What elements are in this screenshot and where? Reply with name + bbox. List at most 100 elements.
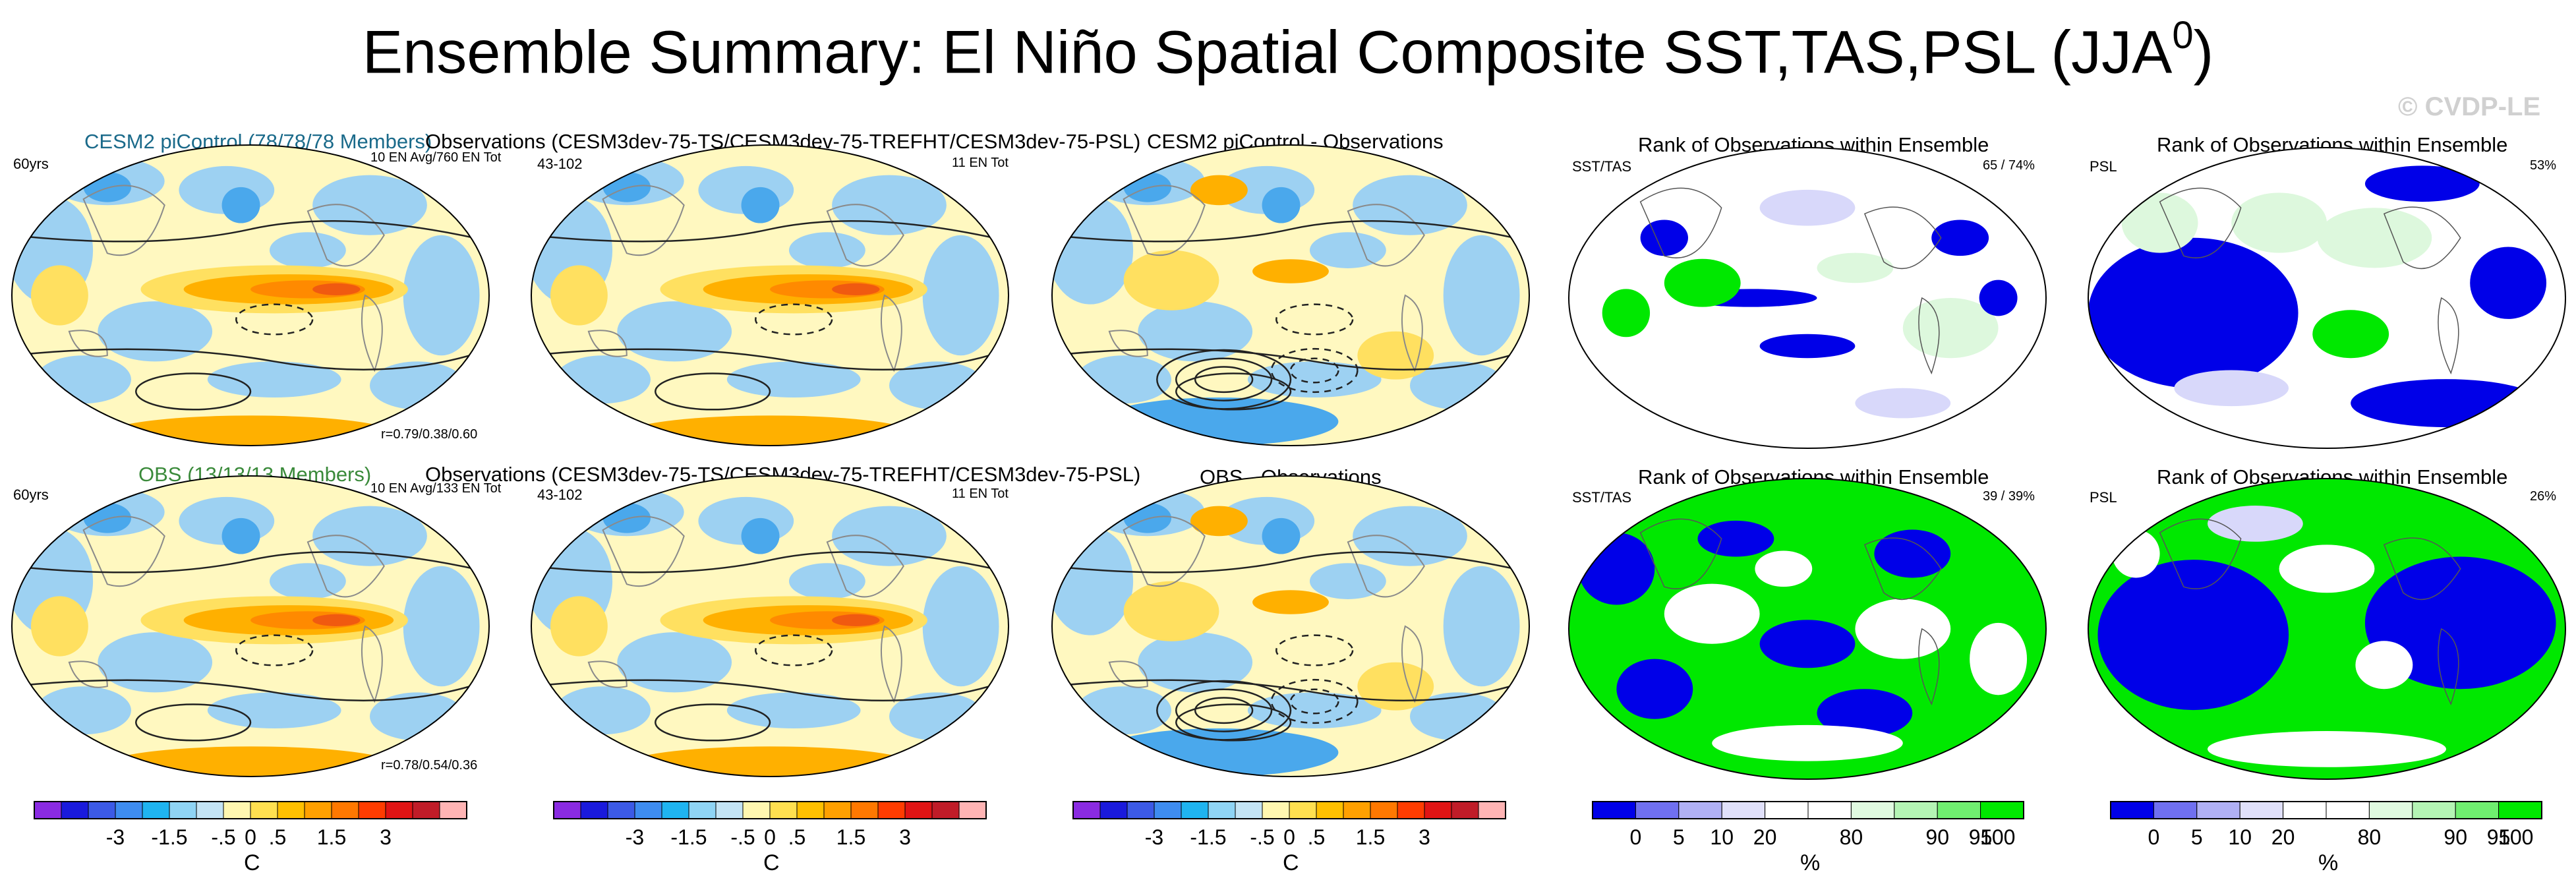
colorbar-1-cell xyxy=(196,801,224,819)
colorbar-2-cell xyxy=(877,801,906,819)
colorbar-5-tick-label: 95 xyxy=(2486,825,2511,849)
obs-period-row1: 43-102 xyxy=(537,156,583,172)
colorbar-5-cell xyxy=(2368,801,2413,819)
colorbar-4-tick-label: 80 xyxy=(1839,825,1863,849)
colorbar-2-cell xyxy=(823,801,852,819)
colorbar-1-cell xyxy=(34,801,62,819)
rank1-var-row2: SST/TAS xyxy=(1572,489,1632,506)
map-obs-row2-border xyxy=(531,475,1009,777)
colorbar-1-cell xyxy=(250,801,278,819)
colorbar-4-tick-label: 95 xyxy=(1968,825,1993,849)
colorbar-3-unit: C xyxy=(1283,850,1299,875)
colorbar-1-tick-label: 0 xyxy=(245,825,256,849)
colorbar-3-tick-label: 1.5 xyxy=(1355,825,1386,849)
colorbar-3-cell xyxy=(1208,801,1236,819)
colorbar-5-cell xyxy=(2283,801,2327,819)
ens-count-row1: 10 EN Avg/760 EN Tot xyxy=(370,150,502,165)
colorbar-5-tick-label: 80 xyxy=(2357,825,2382,849)
colorbar-4-cell xyxy=(1721,801,1766,819)
colorbar-2-cell xyxy=(742,801,771,819)
colorbar-3-cell xyxy=(1099,801,1128,819)
map-rank-psl-row2-border xyxy=(2088,478,2566,780)
colorbar-1-cell xyxy=(385,801,413,819)
rank2-var-row1: PSL xyxy=(2090,158,2117,175)
colorbar-4-cell xyxy=(1807,801,1852,819)
colorbar-3-tick-label: .5 xyxy=(1307,825,1326,849)
colorbar-3-cell xyxy=(1289,801,1317,819)
map-rank-ssttas-row2 xyxy=(1569,479,2046,779)
colorbar-2 xyxy=(553,801,987,819)
map-obs-row1-border xyxy=(531,144,1009,446)
colorbar-4 xyxy=(1592,801,2024,819)
map-rank-ssttas-row1-border xyxy=(1568,147,2047,449)
colorbar-1-tick-label: -1.5 xyxy=(151,825,188,849)
colorbar-1-cell xyxy=(142,801,170,819)
colorbar-2-cell xyxy=(715,801,744,819)
colorbar-3-cell xyxy=(1181,801,1209,819)
rank2-pct-row2: 26% xyxy=(2530,489,2557,504)
colorbar-2-tick-label: 3 xyxy=(899,825,911,849)
colorbar-1-unit: C xyxy=(244,850,260,875)
map-rank-psl-row2 xyxy=(2088,479,2565,779)
rank1-pct-row2: 39 / 39% xyxy=(1983,489,2035,504)
colorbar-5-tick-label: 0 xyxy=(2148,825,2160,849)
colorbar-3-cell xyxy=(1072,801,1101,819)
colorbar-3-cell xyxy=(1235,801,1263,819)
obs-count-row2: 11 EN Tot xyxy=(952,486,1009,501)
colorbar-5-cell xyxy=(2326,801,2370,819)
colorbar-4-cell xyxy=(1894,801,1938,819)
colorbar-2-tick-label: -.5 xyxy=(730,825,755,849)
colorbar-3-cell xyxy=(1127,801,1155,819)
colorbar-4-cell xyxy=(1850,801,1895,819)
colorbar-1 xyxy=(34,801,467,819)
colorbar-1-cell xyxy=(115,801,143,819)
colorbar-2-unit: C xyxy=(763,850,780,875)
colorbar-2-cell xyxy=(850,801,879,819)
colorbar-2-cell xyxy=(796,801,825,819)
colorbar-3 xyxy=(1072,801,1506,819)
map-rank-ssttas-row1 xyxy=(1569,148,2046,448)
colorbar-5-tick-label: 90 xyxy=(2444,825,2467,849)
colorbar-5-cell xyxy=(2196,801,2240,819)
colorbar-2-cell xyxy=(931,801,960,819)
map-ensemble-row2-border xyxy=(11,475,490,777)
colorbar-4-tick-label: 90 xyxy=(1925,825,1949,849)
colorbar-3-tick-label: -3 xyxy=(1144,825,1164,849)
colorbar-3-cell xyxy=(1370,801,1398,819)
colorbar-2-cell xyxy=(688,801,717,819)
colorbar-2-cell xyxy=(769,801,798,819)
colorbar-3-cell xyxy=(1424,801,1452,819)
colorbar-1-cell xyxy=(88,801,116,819)
colorbar-2-tick-label: .5 xyxy=(788,825,806,849)
colorbar-1-cell xyxy=(358,801,386,819)
colorbar-4-cell xyxy=(1937,801,1981,819)
colorbar-5-tick-label: 5 xyxy=(2190,825,2203,849)
colorbar-3-cell xyxy=(1262,801,1290,819)
map-rank-psl-row1 xyxy=(2088,148,2565,448)
colorbar-1-cell xyxy=(277,801,305,819)
rank2-var-row2: PSL xyxy=(2090,489,2117,506)
colorbar-5-tick-label: 20 xyxy=(2271,825,2295,849)
colorbar-3-cell xyxy=(1343,801,1371,819)
colorbar-2-cell xyxy=(634,801,662,819)
ens-corr-row1: r=0.79/0.38/0.60 xyxy=(381,427,478,442)
colorbar-1-cell xyxy=(331,801,359,819)
watermark: © CVDP-LE xyxy=(2398,92,2541,121)
colorbar-5-cell xyxy=(2412,801,2456,819)
obs-count-row1: 11 EN Tot xyxy=(952,156,1009,170)
colorbar-1-cell xyxy=(304,801,332,819)
colorbar-2-tick-label: 1.5 xyxy=(836,825,866,849)
ens-count-row2: 10 EN Avg/133 EN Tot xyxy=(370,481,502,496)
colorbar-4-cell xyxy=(1678,801,1722,819)
colorbar-2-cell xyxy=(661,801,689,819)
colorbar-1-cell xyxy=(412,801,440,819)
colorbar-4-tick-label: 10 xyxy=(1710,825,1734,849)
map-diff-row1 xyxy=(1052,145,1529,446)
colorbar-4-cell xyxy=(1635,801,1680,819)
colorbar-3-cell xyxy=(1478,801,1506,819)
ens-period-row1: 60yrs xyxy=(13,156,49,172)
colorbar-3-tick-label: 0 xyxy=(1283,825,1295,849)
colorbar-5-cell xyxy=(2455,801,2500,819)
rank2-pct-row1: 53% xyxy=(2530,158,2557,173)
